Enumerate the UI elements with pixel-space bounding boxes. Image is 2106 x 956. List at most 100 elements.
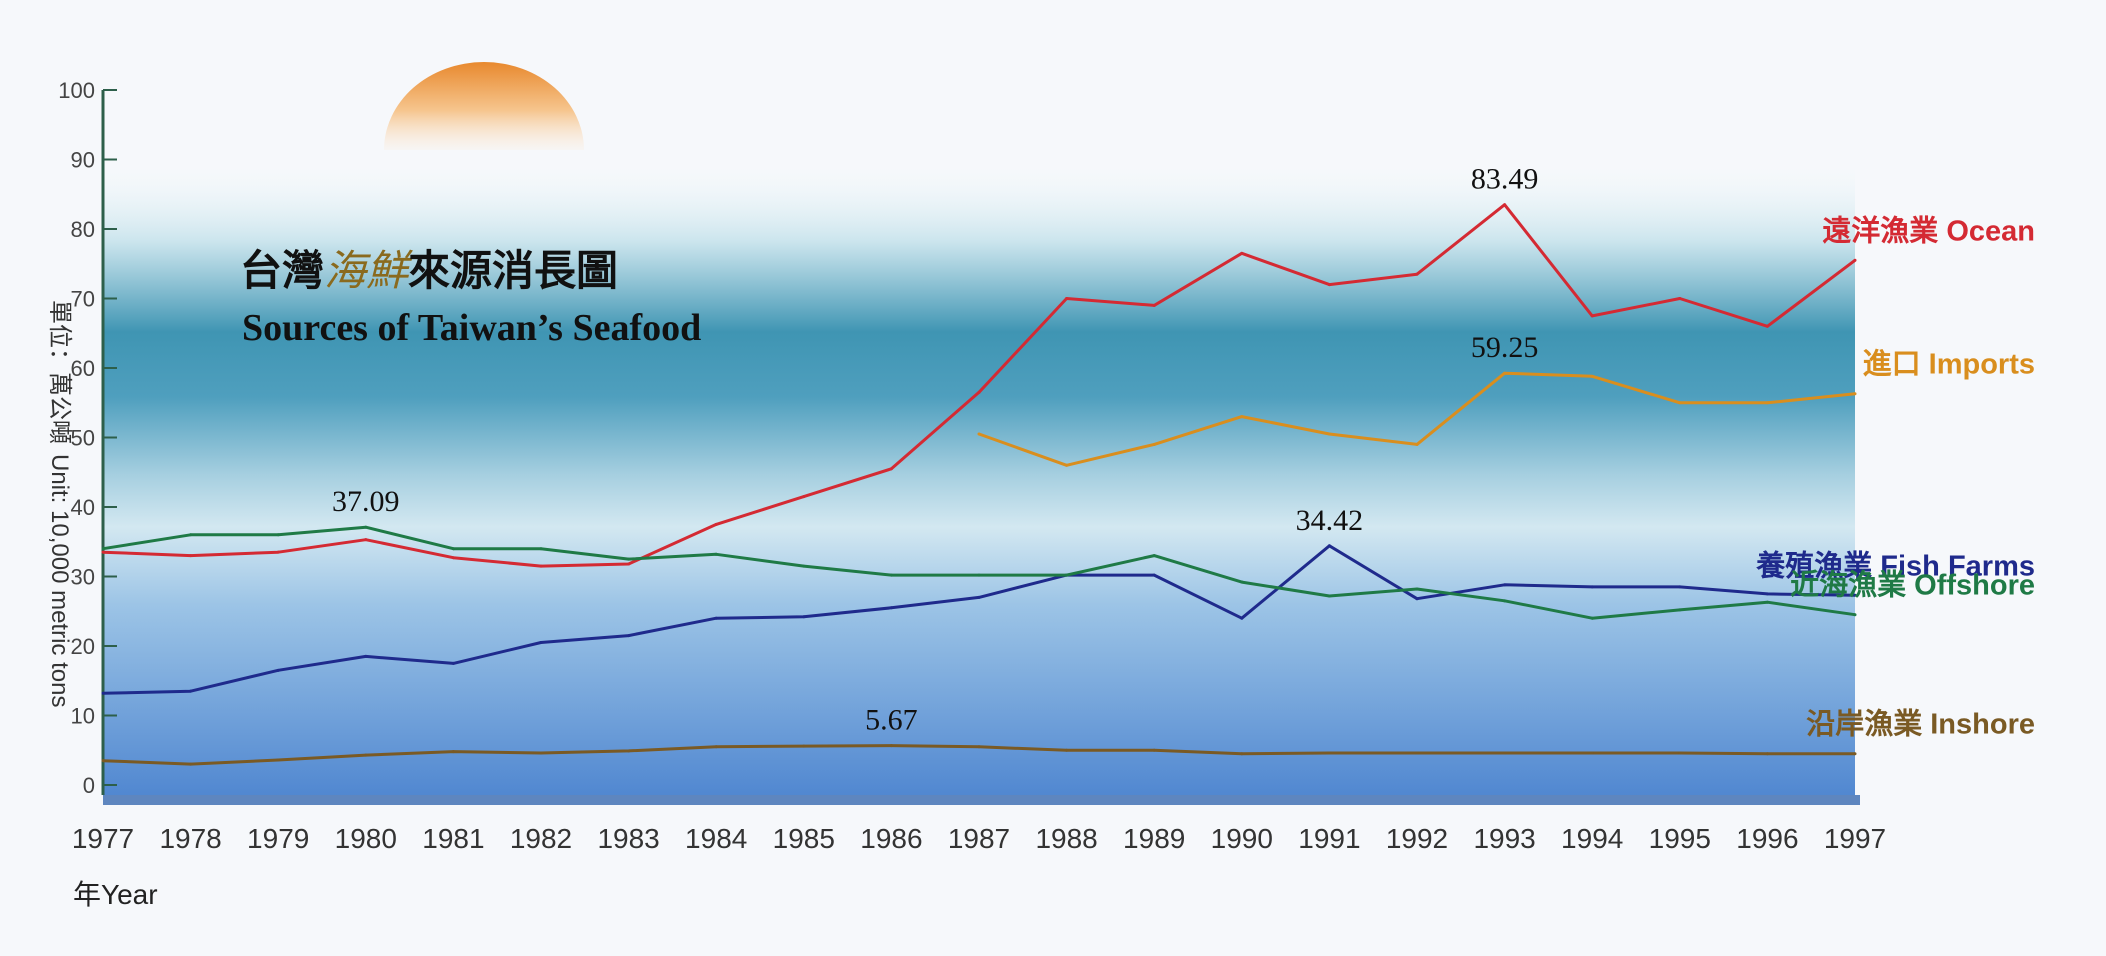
x-tick-label: 1981 (422, 823, 484, 854)
y-tick-label: 10 (71, 704, 95, 729)
x-tick-label: 1993 (1473, 823, 1535, 854)
data-point (1678, 297, 1682, 300)
x-axis-label: 年Year (73, 879, 158, 910)
sun-decoration (384, 62, 584, 151)
data-label: 34.42 (1296, 504, 1364, 537)
data-label: 37.09 (332, 485, 400, 518)
data-point (889, 744, 893, 748)
ocean-background (103, 150, 1855, 800)
data-point (451, 750, 455, 754)
data-point (1503, 203, 1507, 207)
data-point (101, 550, 105, 554)
data-point (364, 525, 368, 529)
x-tick-label: 1986 (860, 823, 922, 854)
data-point (1152, 442, 1156, 446)
data-point (1327, 594, 1331, 598)
chart-title-zh-part-4: 來源消長圖 (408, 247, 618, 294)
data-point (1590, 314, 1594, 318)
chart-title-zh: 台灣海鮮來源消長圖 (240, 247, 618, 294)
y-tick-label: 70 (71, 287, 95, 312)
grid-layer: 0 10 20 30 40 50 60 70 80 90 100 1977 1978 1979 1980 19… (58, 78, 1886, 854)
data-point (1590, 751, 1594, 755)
data-point (364, 538, 368, 542)
data-point (1415, 751, 1419, 755)
y-axis-label: 單位：萬公噸 Unit: 10,000 metric tons (46, 300, 73, 707)
data-point (1065, 748, 1069, 752)
data-point (1765, 401, 1769, 405)
data-point (276, 533, 280, 537)
data-point (802, 564, 806, 568)
x-tick-label: 1990 (1211, 823, 1273, 854)
data-point (714, 522, 718, 526)
x-axis-line (103, 795, 1860, 805)
data-point (1240, 580, 1244, 584)
data-point (101, 691, 105, 695)
x-tick-label: 1983 (597, 823, 659, 854)
x-tick-label: 1994 (1561, 823, 1623, 854)
data-point (1765, 592, 1769, 596)
series-label: 近海漁業 Offshore (1790, 569, 2035, 602)
data-point (889, 606, 893, 610)
y-tick-label: 0 (83, 773, 95, 798)
data-point (1415, 442, 1419, 446)
data-point (802, 495, 806, 499)
data-point (889, 573, 893, 577)
y-tick-label: 30 (71, 565, 95, 590)
y-tick-label: 50 (71, 426, 95, 451)
data-point (714, 552, 718, 556)
series-group: 遠洋漁業 Ocean (101, 203, 2035, 568)
series-group: 近海漁業 Offshore (101, 525, 2035, 620)
data-point (1240, 251, 1244, 255)
data-point (1240, 752, 1244, 756)
data-point (977, 745, 981, 749)
data-point (1503, 751, 1507, 755)
data-point (1152, 573, 1156, 577)
data-point (1240, 415, 1244, 419)
data-point (627, 634, 631, 638)
data-point (276, 550, 280, 554)
data-point (1853, 593, 1857, 597)
series-label: 沿岸漁業 Inshore (1806, 708, 2035, 741)
x-tick-label: 1995 (1649, 823, 1711, 854)
data-point (189, 554, 193, 558)
data-point (1853, 258, 1857, 262)
data-point (1853, 752, 1857, 756)
data-point (189, 533, 193, 537)
data-point (1327, 544, 1331, 548)
y-tick-label: 90 (71, 148, 95, 173)
data-point (1678, 751, 1682, 755)
series-label: 養殖漁業 Fish Farms (1755, 549, 2035, 582)
series-label: 遠洋漁業 Ocean (1822, 213, 2035, 247)
data-point (101, 759, 105, 763)
data-point (977, 432, 981, 436)
data-point (1765, 600, 1769, 604)
data-point (1065, 297, 1069, 300)
chart-title-zh-part-2: 海 (324, 247, 372, 294)
data-point (977, 595, 981, 599)
data-point (189, 689, 193, 693)
data-point (1327, 283, 1331, 287)
data-point (714, 745, 718, 749)
data-point (1678, 608, 1682, 612)
x-tick-label: 1982 (510, 823, 572, 854)
y-axis-label-en: Unit: 10,000 metric tons (46, 454, 73, 707)
data-point (1327, 432, 1331, 436)
data-point (364, 654, 368, 658)
y-tick-label: 80 (71, 217, 95, 242)
data-point (1415, 597, 1419, 601)
y-tick-label: 40 (71, 495, 95, 520)
data-point (364, 753, 368, 757)
data-point (1765, 752, 1769, 756)
data-point (1765, 324, 1769, 328)
data-point (1415, 272, 1419, 276)
data-point (1503, 371, 1507, 375)
data-point (101, 547, 105, 551)
x-tick-label: 1988 (1035, 823, 1097, 854)
x-tick-label: 1984 (685, 823, 747, 854)
chart-title-zh-part-3: 鮮 (366, 247, 413, 294)
data-point (276, 668, 280, 672)
data-point (1590, 616, 1594, 620)
series-group: 進口 Imports (977, 348, 2035, 467)
data-point (1152, 554, 1156, 558)
